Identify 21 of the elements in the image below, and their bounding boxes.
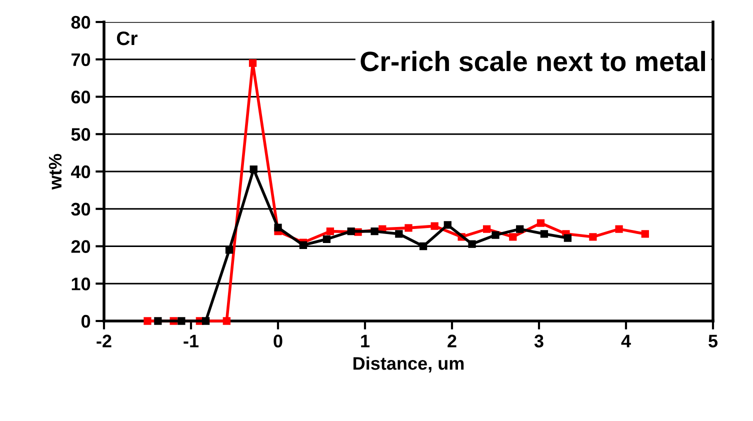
y-tick-label: 0 bbox=[81, 314, 90, 328]
y-tick-label: 30 bbox=[71, 202, 90, 216]
x-tick-label: 0 bbox=[274, 334, 282, 348]
x-tick-label: 4 bbox=[621, 334, 631, 348]
annotation: Cr-rich scale next to metal bbox=[360, 50, 705, 72]
y-tick-label: 40 bbox=[71, 165, 90, 178]
x-tick-label: 1 bbox=[361, 334, 370, 348]
y-tick-label: 80 bbox=[71, 16, 90, 29]
y-axis-title: wt% bbox=[48, 154, 62, 190]
x-tick-label: 3 bbox=[534, 334, 544, 348]
y-tick-label: 10 bbox=[72, 278, 90, 290]
annotation: Cr bbox=[116, 31, 138, 46]
x-tick-label: -1 bbox=[184, 334, 199, 348]
x-tick-label: -2 bbox=[96, 334, 112, 348]
y-tick-label: 70 bbox=[72, 53, 90, 66]
x-axis-title: Distance, um bbox=[354, 356, 464, 372]
y-tick-label: 20 bbox=[71, 240, 90, 253]
y-tick-label: 60 bbox=[71, 90, 90, 104]
y-tick-label: 50 bbox=[71, 128, 90, 141]
x-tick-label: 2 bbox=[448, 334, 456, 348]
x-tick-label: 5 bbox=[708, 334, 718, 348]
